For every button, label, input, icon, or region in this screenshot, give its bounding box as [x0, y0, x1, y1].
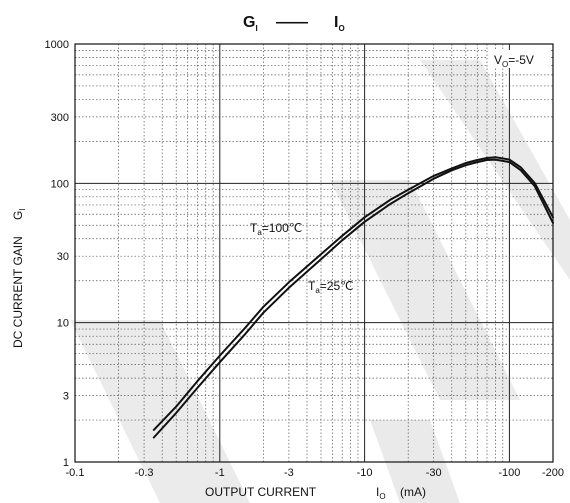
x-axis-label-unit: (mA) [400, 485, 426, 499]
x-tick-label: -30 [426, 467, 442, 479]
x-tick-label: -200 [542, 467, 564, 479]
series-line-2 [152, 158, 554, 439]
annotation-vo: VO=-5V [488, 50, 550, 69]
x-tick-labels: -0.1 -0.3 -1 -3 -10 -30 -100 -200 [66, 467, 565, 479]
y-axis-label-text: DC CURRENT GAIN [11, 236, 25, 348]
y-tick-label: 3 [63, 391, 69, 403]
annotation-ta-25: Ta=25℃ [308, 279, 354, 295]
x-axis-label: OUTPUT CURRENT IO (mA) [205, 485, 426, 501]
x-tick-label: -0.3 [135, 467, 154, 479]
title-dash: —— [276, 14, 308, 31]
y-tick-label: 30 [57, 251, 69, 263]
y-tick-label: 1 [63, 457, 69, 469]
x-tick-label: -10 [357, 467, 373, 479]
x-tick-label: -0.1 [66, 467, 85, 479]
y-tick-label: 100 [51, 178, 69, 190]
y-tick-labels: 1 3 10 30 100 300 1000 [45, 39, 69, 469]
annotation-ta-100: Ta=100℃ [250, 221, 302, 237]
title-right: IO [334, 14, 345, 33]
y-tick-label: 1000 [45, 39, 69, 51]
x-tick-label: -100 [498, 467, 520, 479]
y-tick-label: 10 [57, 318, 69, 330]
curves [152, 156, 554, 439]
series-line-1 [152, 156, 554, 431]
x-axis-label-text: OUTPUT CURRENT [205, 485, 317, 499]
plot-frame [74, 43, 554, 463]
x-tick-label: -1 [215, 467, 225, 479]
y-tick-label: 300 [51, 112, 69, 124]
svg-text:Ta=100℃: Ta=100℃ [250, 221, 302, 237]
title-main: GI [243, 14, 258, 33]
chart-title: GI —— IO [243, 14, 345, 33]
svg-text:VO=-5V: VO=-5V [494, 53, 534, 69]
y-axis-label-symbol: GI [11, 208, 27, 220]
x-axis-label-symbol: IO [376, 485, 386, 501]
svg-text:Ta=25℃: Ta=25℃ [308, 279, 354, 295]
y-axis-label: DC CURRENT GAIN GI [11, 208, 27, 348]
x-tick-label: -3 [284, 467, 294, 479]
